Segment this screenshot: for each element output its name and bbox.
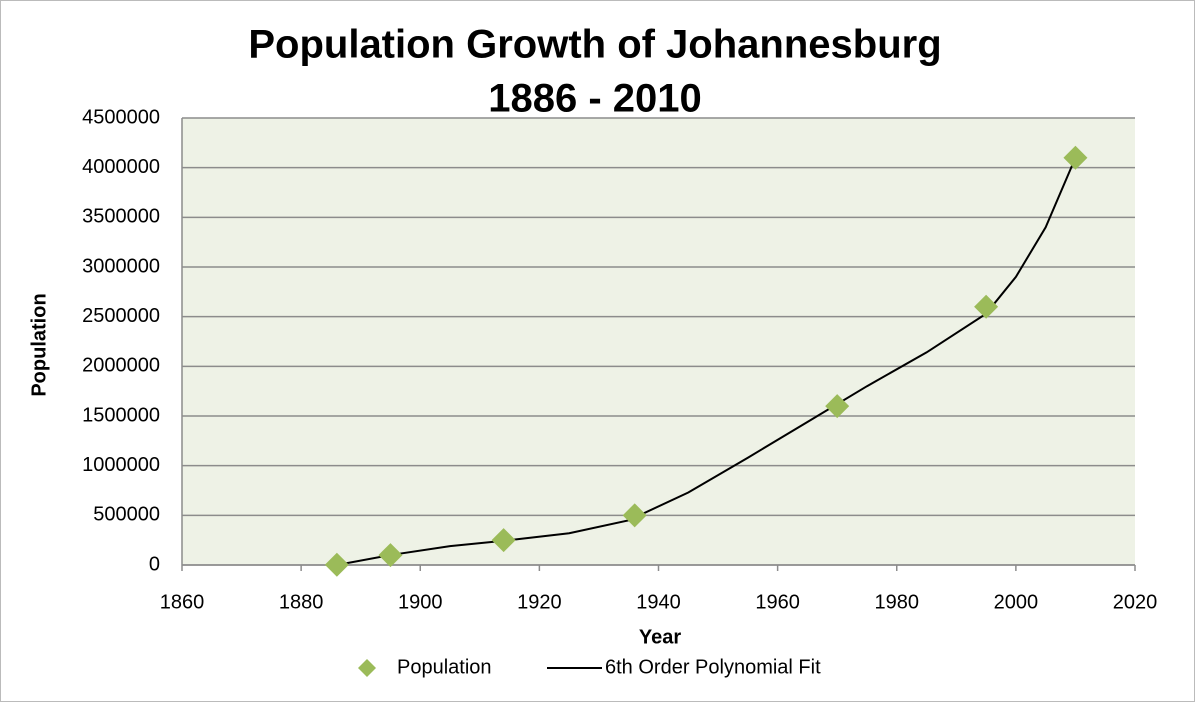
data-point bbox=[825, 394, 850, 419]
x-tick-label: 1900 bbox=[398, 591, 443, 613]
legend-marker bbox=[358, 659, 376, 677]
x-axis-title: Year bbox=[639, 626, 681, 648]
x-tick-label: 1980 bbox=[875, 591, 920, 613]
x-tick-label: 1860 bbox=[160, 591, 205, 613]
y-tick-label: 3500000 bbox=[82, 206, 160, 228]
data-point bbox=[1063, 145, 1088, 170]
legend-label: Population bbox=[397, 656, 492, 678]
x-tick-label: 1940 bbox=[636, 591, 681, 613]
data-point bbox=[491, 528, 516, 553]
y-tick-label: 2000000 bbox=[82, 355, 160, 377]
x-tick-label: 2000 bbox=[994, 591, 1039, 613]
y-tick-label: 1500000 bbox=[82, 404, 160, 426]
fit-line bbox=[336, 157, 1077, 566]
chart-title: Population Growth of Johannesburg bbox=[248, 23, 941, 67]
x-tick-label: 1960 bbox=[755, 591, 800, 613]
y-tick-label: 0 bbox=[149, 553, 160, 575]
y-tick-label: 500000 bbox=[93, 504, 160, 526]
y-axis-title: Population bbox=[28, 293, 50, 396]
y-tick-label: 3000000 bbox=[82, 255, 160, 277]
x-tick-label: 2020 bbox=[1113, 591, 1158, 613]
data-point bbox=[622, 503, 647, 528]
x-tick-label: 1920 bbox=[517, 591, 562, 613]
y-tick-label: 4000000 bbox=[82, 156, 160, 178]
y-tick-label: 1000000 bbox=[82, 454, 160, 476]
data-point bbox=[974, 294, 999, 319]
data-point bbox=[324, 552, 349, 577]
legend-label: 6th Order Polynomial Fit bbox=[605, 656, 821, 678]
x-tick-label: 1880 bbox=[279, 591, 324, 613]
data-point bbox=[378, 543, 403, 568]
y-tick-label: 2500000 bbox=[82, 305, 160, 327]
y-tick-label: 4500000 bbox=[82, 106, 160, 128]
plot-area bbox=[182, 118, 1135, 565]
chart-title: 1886 - 2010 bbox=[488, 77, 702, 121]
